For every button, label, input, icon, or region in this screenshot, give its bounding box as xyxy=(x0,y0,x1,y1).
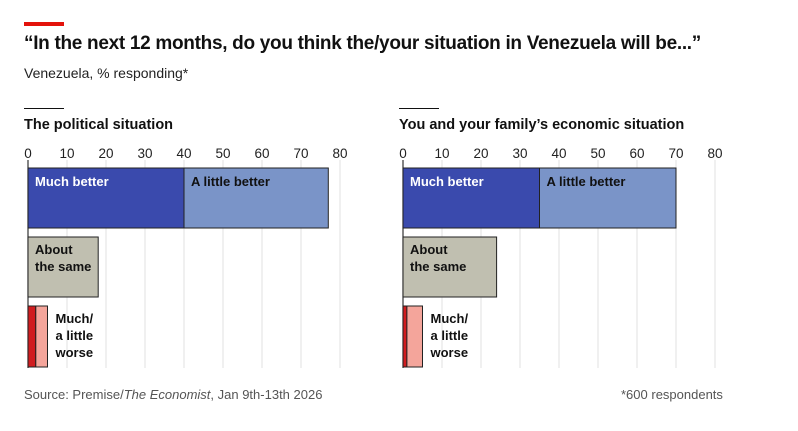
tick-label: 50 xyxy=(590,146,605,161)
economic-situation-chart: 0 10 20 30 40 50 60 70 80 Much better A little bet… xyxy=(399,146,723,368)
bar-label: Much/ xyxy=(56,311,94,326)
tick-label: 70 xyxy=(293,146,308,161)
bar-label: worse xyxy=(55,345,94,360)
respondents-note: *600 respondents xyxy=(621,387,723,402)
bar-label: Much/ xyxy=(431,311,469,326)
tick-label: 30 xyxy=(512,146,527,161)
panel-title: The political situation xyxy=(24,117,174,133)
bar-much-worse xyxy=(27,305,37,368)
tick-label: 10 xyxy=(59,146,74,161)
bar-label: the same xyxy=(35,259,91,274)
tick-label: 50 xyxy=(215,146,230,161)
bar-label: a little xyxy=(431,328,469,343)
source-suffix: , Jan 9th-13th 2026 xyxy=(210,387,323,402)
chart-subtitle: Venezuela, % responding* xyxy=(24,65,189,81)
bar-label: About xyxy=(410,242,448,257)
tick-label: 20 xyxy=(98,146,113,161)
tick-label: 20 xyxy=(473,146,488,161)
bar-label: worse xyxy=(430,345,469,360)
tick-label: 80 xyxy=(707,146,722,161)
tick-label: 40 xyxy=(551,146,566,161)
bar-a-little-better xyxy=(539,167,677,229)
bar-much-better xyxy=(402,167,540,229)
tick-label: 0 xyxy=(24,146,32,161)
panel-rule xyxy=(24,108,64,109)
bar-much-worse xyxy=(402,305,408,368)
tick-label: 60 xyxy=(629,146,644,161)
bar-a-little-worse xyxy=(406,305,424,368)
panel-title: You and your family’s economic situation xyxy=(399,117,685,133)
source-note: Source: Premise/The Economist, Jan 9th-1… xyxy=(24,387,322,402)
bar-about-the-same xyxy=(402,236,498,298)
bar-label: About xyxy=(35,242,73,257)
tick-label: 10 xyxy=(434,146,449,161)
bar-a-little-better xyxy=(183,167,329,229)
tick-label: 60 xyxy=(254,146,269,161)
tick-label: 70 xyxy=(668,146,683,161)
bar-label: A little better xyxy=(191,174,270,189)
tick-label: 80 xyxy=(332,146,347,161)
source-prefix: Source: Premise/ xyxy=(24,387,124,402)
tick-label: 0 xyxy=(399,146,407,161)
bar-a-little-worse xyxy=(35,305,48,368)
tick-label: 30 xyxy=(137,146,152,161)
bar-label: A little better xyxy=(547,174,626,189)
accent-bar xyxy=(24,22,64,26)
chart-title: “In the next 12 months, do you think the… xyxy=(24,33,701,54)
political-situation-chart: 0 10 20 30 40 50 60 70 80 Much better A little bet… xyxy=(24,146,348,368)
bar-label: Much better xyxy=(35,174,109,189)
economic-situation-panel: You and your family’s economic situation… xyxy=(399,108,759,368)
political-situation-panel: The political situation 0 10 20 30 40 50 60 70 8… xyxy=(24,108,384,368)
bar-label: a little xyxy=(56,328,94,343)
panel-rule xyxy=(399,108,439,109)
source-publication: The Economist xyxy=(123,387,211,402)
bar-label: Much better xyxy=(410,174,484,189)
bar-label: the same xyxy=(410,259,466,274)
bar-about-the-same xyxy=(27,236,99,298)
tick-label: 40 xyxy=(176,146,191,161)
